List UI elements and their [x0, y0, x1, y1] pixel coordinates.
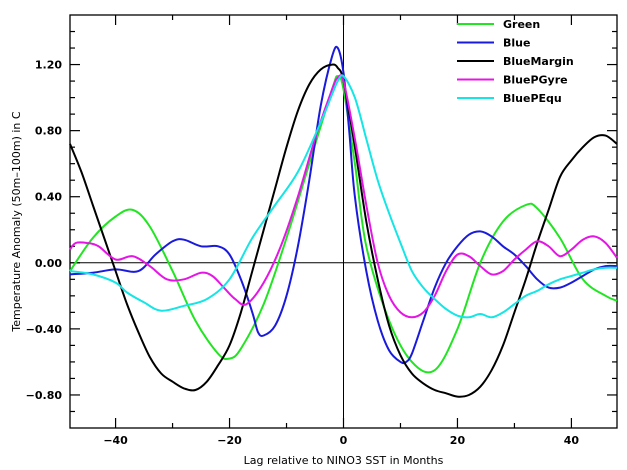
y-tick-label: −0.40: [26, 323, 63, 336]
series-line-bluepgyre: [69, 74, 618, 319]
legend: Green Blue BlueMargin BluePGyre BluePEqu: [457, 18, 574, 105]
x-tick-label: −20: [217, 434, 242, 447]
series-line-green: [69, 75, 618, 374]
legend-label-blue: Blue: [503, 37, 530, 50]
y-tick-label: 0.40: [35, 191, 62, 204]
x-tick-label: 0: [340, 434, 348, 447]
axes: −40 −20 0 20 40 −0.80 −0.40 0.00 0.40 0.80 1.20: [26, 14, 618, 447]
x-axis-title: Lag relative to NINO3 SST in Months: [244, 454, 444, 467]
y-tick-label: 0.00: [35, 257, 62, 270]
series-lines: [69, 45, 618, 398]
x-tick-label: −40: [103, 434, 128, 447]
series-line-bluemargin: [69, 63, 618, 398]
y-tick-label: −0.80: [26, 389, 63, 402]
y-tick-label: 1.20: [35, 59, 62, 72]
legend-label-bluepequ: BluePEqu: [503, 92, 562, 105]
series-line-blue: [69, 45, 618, 365]
x-tick-label: 20: [450, 434, 466, 447]
legend-label-bluepgyre: BluePGyre: [503, 74, 568, 87]
series-line-bluepequ: [69, 74, 618, 319]
y-axis-title: Temperature Anomaly (50m–100m) in C: [10, 111, 23, 332]
y-tick-label: 0.80: [35, 125, 62, 138]
legend-label-bluemargin: BlueMargin: [503, 55, 574, 68]
x-tick-label: 40: [564, 434, 580, 447]
legend-label-green: Green: [503, 18, 540, 31]
